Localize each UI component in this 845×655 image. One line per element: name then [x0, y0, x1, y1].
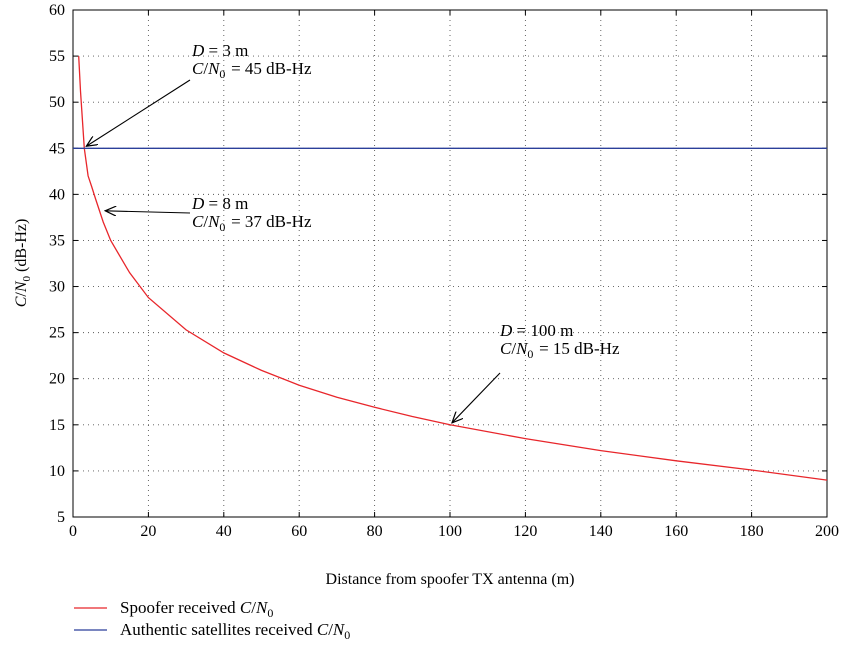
y-tick-label: 60	[49, 2, 65, 19]
legend: Spoofer received C/N0 Authentic satellit…	[74, 598, 352, 642]
x-tick-label: 200	[815, 523, 839, 540]
y-tick-label: 10	[49, 463, 65, 480]
y-tick-label: 30	[49, 279, 65, 296]
y-tick-label: 35	[49, 232, 65, 249]
x-tick-label: 140	[589, 523, 613, 540]
annotation-cn0: C/N0 = 45 dB-Hz	[192, 59, 312, 81]
annotation-distance: D = 3 m	[191, 41, 248, 60]
x-tick-label: 20	[140, 523, 156, 540]
series-line-spoofer	[78, 56, 828, 481]
legend-label-authentic: Authentic satellites received C/N0	[120, 620, 352, 642]
x-tick-label: 180	[740, 523, 764, 540]
x-tick-label: 160	[664, 523, 688, 540]
annotation-distance: D = 8 m	[191, 194, 248, 213]
grid	[73, 10, 827, 517]
svg-text:C/N0 (dB-Hz): C/N0 (dB-Hz)	[13, 219, 33, 308]
y-tick-label: 15	[49, 417, 65, 434]
y-tick-label: 45	[49, 140, 65, 157]
x-axis-label: Distance from spoofer TX antenna (m)	[326, 571, 575, 588]
x-tick-label: 100	[438, 523, 462, 540]
y-axis-label: C/N0 (dB-Hz)	[13, 219, 33, 308]
y-tick-label: 40	[49, 186, 65, 203]
y-tick-label: 50	[49, 94, 65, 111]
annotation-arrow	[105, 211, 191, 213]
annotation-distance: D = 100 m	[499, 321, 573, 340]
annotation-arrow	[452, 372, 501, 423]
x-tick-label: 0	[69, 523, 77, 540]
y-tick-label: 25	[49, 325, 65, 342]
y-tick-label: 5	[57, 509, 65, 526]
x-tick-label: 40	[216, 523, 232, 540]
x-tick-label: 80	[367, 523, 383, 540]
annotation-cn0: C/N0 = 37 dB-Hz	[192, 212, 312, 234]
annotation-cn0: C/N0 = 15 dB-Hz	[500, 339, 620, 361]
y-tick-label: 55	[49, 48, 65, 65]
axes: 0 20 40 60 80 100 120 140 160 180 200 5 10 15 20 25 30 35…	[49, 2, 839, 540]
legend-label-spoofer: Spoofer received C/N0	[120, 598, 275, 620]
annotations: D = 3 mC/N0 = 45 dB-Hz D = 8 mC/N0 = 37 d…	[86, 41, 620, 423]
series	[73, 56, 828, 481]
y-tick-label: 20	[49, 371, 65, 388]
x-tick-label: 60	[291, 523, 307, 540]
annotation-arrow	[86, 79, 191, 146]
x-tick-label: 120	[513, 523, 537, 540]
